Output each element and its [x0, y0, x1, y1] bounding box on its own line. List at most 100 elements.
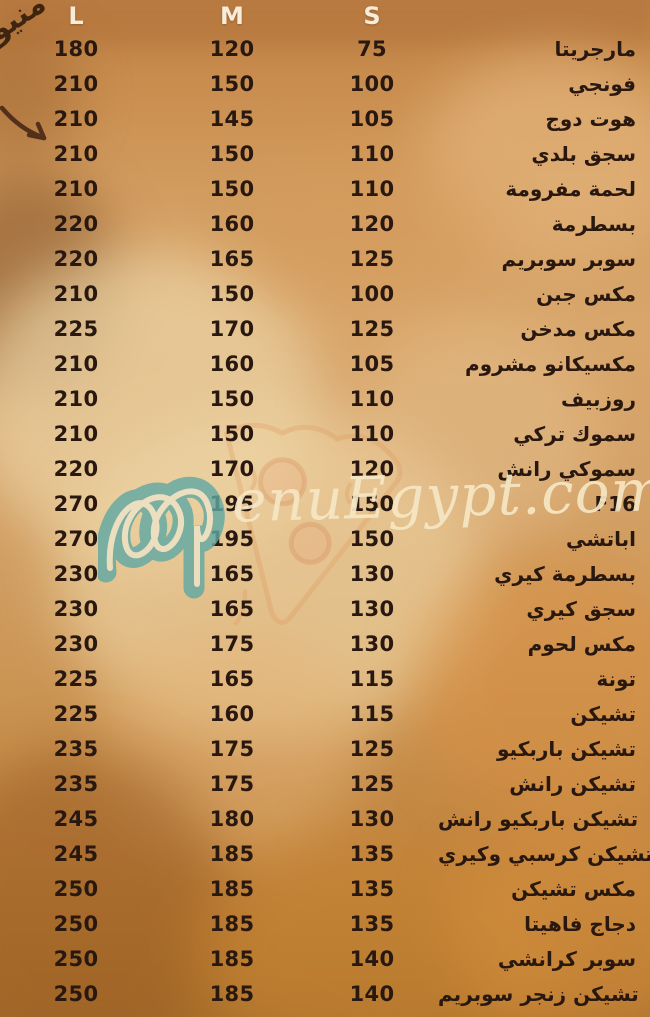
- price-large: 250: [53, 911, 99, 936]
- price-small: 140: [349, 946, 395, 971]
- col-header-large: L: [68, 1, 84, 30]
- price-large: 210: [53, 176, 99, 201]
- price-medium: 145: [209, 106, 255, 131]
- price-medium: 185: [209, 911, 255, 936]
- price-large: 245: [53, 806, 99, 831]
- price-large: 250: [53, 981, 99, 1006]
- menu-row: 220 165 125 سوبر سوبريم: [0, 241, 650, 276]
- item-name: تشيكن كرسبي وكيري: [438, 841, 650, 866]
- item-name: مكس جبن: [536, 281, 636, 306]
- menu-row: 180 120 75 مارجريتا: [0, 31, 650, 66]
- price-large: 230: [53, 561, 99, 586]
- price-large: 210: [53, 281, 99, 306]
- price-large: 235: [53, 736, 99, 761]
- item-name: سجق بلدي: [531, 141, 636, 166]
- item-name: سوبر سوبريم: [501, 246, 636, 271]
- menu-row: 250 185 140 سوبر كرانشي: [0, 941, 650, 976]
- item-name: مكس لحوم: [527, 631, 636, 656]
- item-name: تشيكن رانش: [509, 771, 636, 796]
- menu-row: 210 150 100 مكس جبن: [0, 276, 650, 311]
- price-medium: 175: [209, 631, 255, 656]
- menu-row: 210 150 110 لحمة مفرومة: [0, 171, 650, 206]
- price-small: 75: [357, 36, 387, 61]
- menu-row: 210 160 105 مكسيكانو مشروم: [0, 346, 650, 381]
- price-small: 135: [349, 876, 395, 901]
- item-name: مكسيكانو مشروم: [465, 351, 636, 376]
- price-large: 210: [53, 351, 99, 376]
- price-medium: 150: [209, 71, 255, 96]
- menu-row: 220 160 120 بسطرمة: [0, 206, 650, 241]
- menu-row: 235 175 125 تشيكن باربكيو: [0, 731, 650, 766]
- price-small: 130: [349, 596, 395, 621]
- item-name: روزبيف: [561, 386, 636, 411]
- item-name: بسطرمة: [551, 211, 636, 236]
- menu-row: 225 170 125 مكس مدخن: [0, 311, 650, 346]
- pizza-slice-sketch-icon: [224, 422, 403, 627]
- background-blob: [350, 320, 600, 550]
- background-blob: [420, 55, 650, 265]
- col-header-small: S: [363, 1, 381, 30]
- price-large: 210: [53, 141, 99, 166]
- menu-row: 210 150 110 سموك تركي: [0, 416, 650, 451]
- price-small: 135: [349, 841, 395, 866]
- price-medium: 185: [209, 981, 255, 1006]
- price-table: 180 120 75 مارجريتا 210 150 100 فونجي 21…: [0, 31, 650, 1011]
- price-large: 235: [53, 771, 99, 796]
- price-large: 220: [53, 456, 99, 481]
- item-name: مكس مدخن: [520, 316, 636, 341]
- item-name: سوبر كرانشي: [497, 946, 636, 971]
- col-header-medium: M: [220, 1, 244, 30]
- price-small: 140: [349, 981, 395, 1006]
- price-medium: 180: [209, 806, 255, 831]
- price-medium: 175: [209, 736, 255, 761]
- menu-row: 230 165 130 بسطرمة كيري: [0, 556, 650, 591]
- price-small: 110: [349, 386, 395, 411]
- price-medium: 160: [209, 211, 255, 236]
- price-small: 115: [349, 701, 395, 726]
- background-blob: [415, 550, 650, 820]
- price-medium: 150: [209, 141, 255, 166]
- item-name: سموكي رانش: [497, 456, 636, 481]
- price-large: 225: [53, 316, 99, 341]
- price-small: 110: [349, 141, 395, 166]
- menu-row: 225 165 115 تونة: [0, 661, 650, 696]
- price-medium: 150: [209, 281, 255, 306]
- price-medium: 165: [209, 246, 255, 271]
- price-medium: 195: [209, 526, 255, 551]
- price-large: 225: [53, 666, 99, 691]
- price-small: 150: [349, 491, 395, 516]
- price-small: 110: [349, 176, 395, 201]
- item-name: فونجي: [568, 71, 636, 96]
- price-medium: 160: [209, 351, 255, 376]
- menu-row: 210 150 110 سجق بلدي: [0, 136, 650, 171]
- menu-row: 270 195 150 F16: [0, 486, 650, 521]
- price-medium: 185: [209, 946, 255, 971]
- price-small: 120: [349, 456, 395, 481]
- price-medium: 120: [209, 36, 255, 61]
- item-name: تشيكن: [570, 701, 636, 726]
- menu-row: 230 165 130 سجق كيري: [0, 591, 650, 626]
- menu-row: 225 160 115 تشيكن: [0, 696, 650, 731]
- menu-row: 210 150 100 فونجي: [0, 66, 650, 101]
- price-small: 130: [349, 561, 395, 586]
- price-large: 250: [53, 946, 99, 971]
- price-small: 125: [349, 736, 395, 761]
- price-large: 225: [53, 701, 99, 726]
- price-table-header: L M S: [0, 0, 650, 31]
- price-small: 130: [349, 806, 395, 831]
- menu-row: 210 145 105 هوت دوج: [0, 101, 650, 136]
- price-medium: 150: [209, 386, 255, 411]
- price-medium: 165: [209, 666, 255, 691]
- item-name: هوت دوج: [545, 106, 636, 131]
- price-medium: 185: [209, 841, 255, 866]
- menu-row: 245 185 135 تشيكن كرسبي وكيري: [0, 836, 650, 871]
- price-medium: 185: [209, 876, 255, 901]
- item-name: دجاج فاهيتا: [524, 911, 636, 936]
- price-small: 100: [349, 71, 395, 96]
- item-name: F16: [594, 491, 637, 516]
- item-name: تشيكن زنجر سوبريم: [438, 981, 639, 1006]
- price-medium: 165: [209, 596, 255, 621]
- price-small: 120: [349, 211, 395, 236]
- menu-row: 250 185 140 تشيكن زنجر سوبريم: [0, 976, 650, 1011]
